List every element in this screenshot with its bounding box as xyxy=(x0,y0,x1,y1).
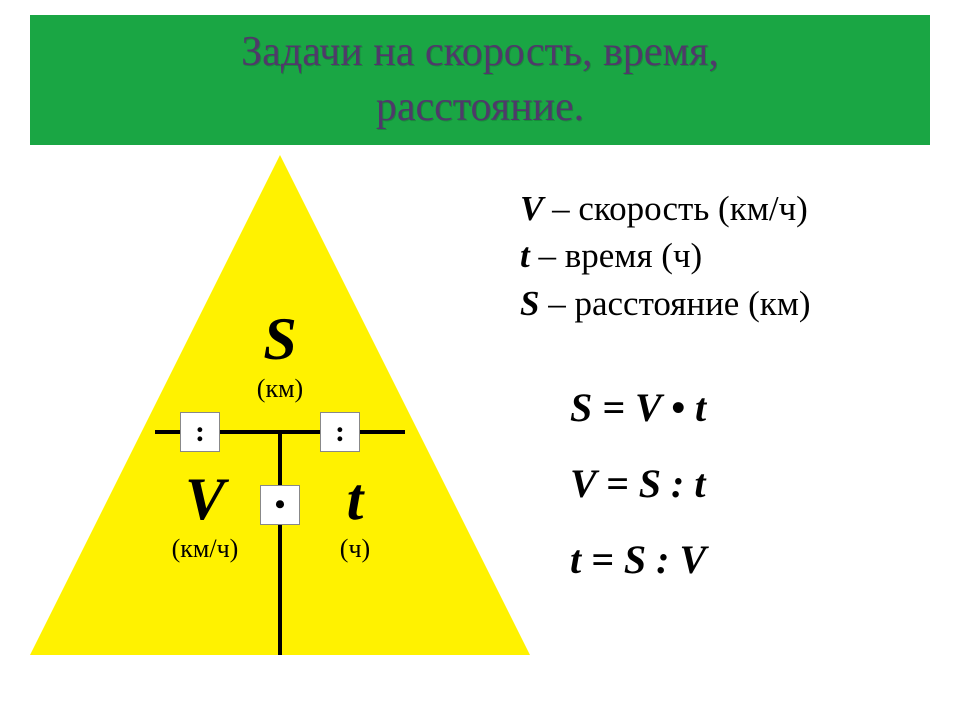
legend-row: V – скорость (км/ч) xyxy=(520,185,811,232)
formula-row: t = S : V xyxy=(570,522,706,598)
title-banner: Задачи на скорость, время, расстояние. xyxy=(30,15,930,145)
triangle-br-var: t xyxy=(305,465,405,534)
triangle-top-unit: (км) xyxy=(230,374,330,404)
formula-list: S = V • t V = S : t t = S : V xyxy=(570,370,706,598)
triangle-v-divider xyxy=(278,430,282,655)
formula-row: S = V • t xyxy=(570,370,706,446)
triangle-top-var: S xyxy=(230,305,330,374)
title-line-2: расстояние. xyxy=(376,84,584,130)
op-center-symbol: • xyxy=(275,488,286,522)
triangle-bl-var: V xyxy=(145,465,265,534)
legend-var: V xyxy=(520,189,543,228)
triangle-bl-unit: (км/ч) xyxy=(145,534,265,564)
formula-row: V = S : t xyxy=(570,446,706,522)
triangle-br-label: t (ч) xyxy=(305,465,405,564)
legend-desc: – расстояние (км) xyxy=(539,284,810,323)
legend-row: t – время (ч) xyxy=(520,232,811,279)
title-text: Задачи на скорость, время, расстояние. xyxy=(30,25,930,134)
op-box-right: : xyxy=(320,412,360,452)
legend-desc: – время (ч) xyxy=(530,236,702,275)
op-right-symbol: : xyxy=(335,415,345,449)
legend-desc: – скорость (км/ч) xyxy=(543,189,807,228)
variable-legend: V – скорость (км/ч) t – время (ч) S – ра… xyxy=(520,185,811,327)
legend-var: t xyxy=(520,236,530,275)
op-box-left: : xyxy=(180,412,220,452)
op-left-symbol: : xyxy=(195,415,205,449)
triangle-bl-label: V (км/ч) xyxy=(145,465,265,564)
legend-row: S – расстояние (км) xyxy=(520,280,811,327)
legend-var: S xyxy=(520,284,539,323)
title-line-1: Задачи на скорость, время, xyxy=(241,29,719,75)
triangle-br-unit: (ч) xyxy=(305,534,405,564)
triangle-top-label: S (км) xyxy=(230,305,330,404)
op-box-center: • xyxy=(260,485,300,525)
